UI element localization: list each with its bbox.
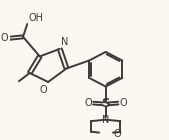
Text: O: O — [0, 33, 8, 43]
Text: O: O — [119, 98, 127, 108]
Text: N: N — [102, 115, 109, 125]
Text: N: N — [61, 37, 68, 47]
Text: O: O — [40, 85, 47, 95]
Text: O: O — [85, 98, 92, 108]
Text: OH: OH — [28, 13, 43, 23]
Text: O: O — [114, 129, 122, 139]
Text: S: S — [101, 97, 110, 110]
